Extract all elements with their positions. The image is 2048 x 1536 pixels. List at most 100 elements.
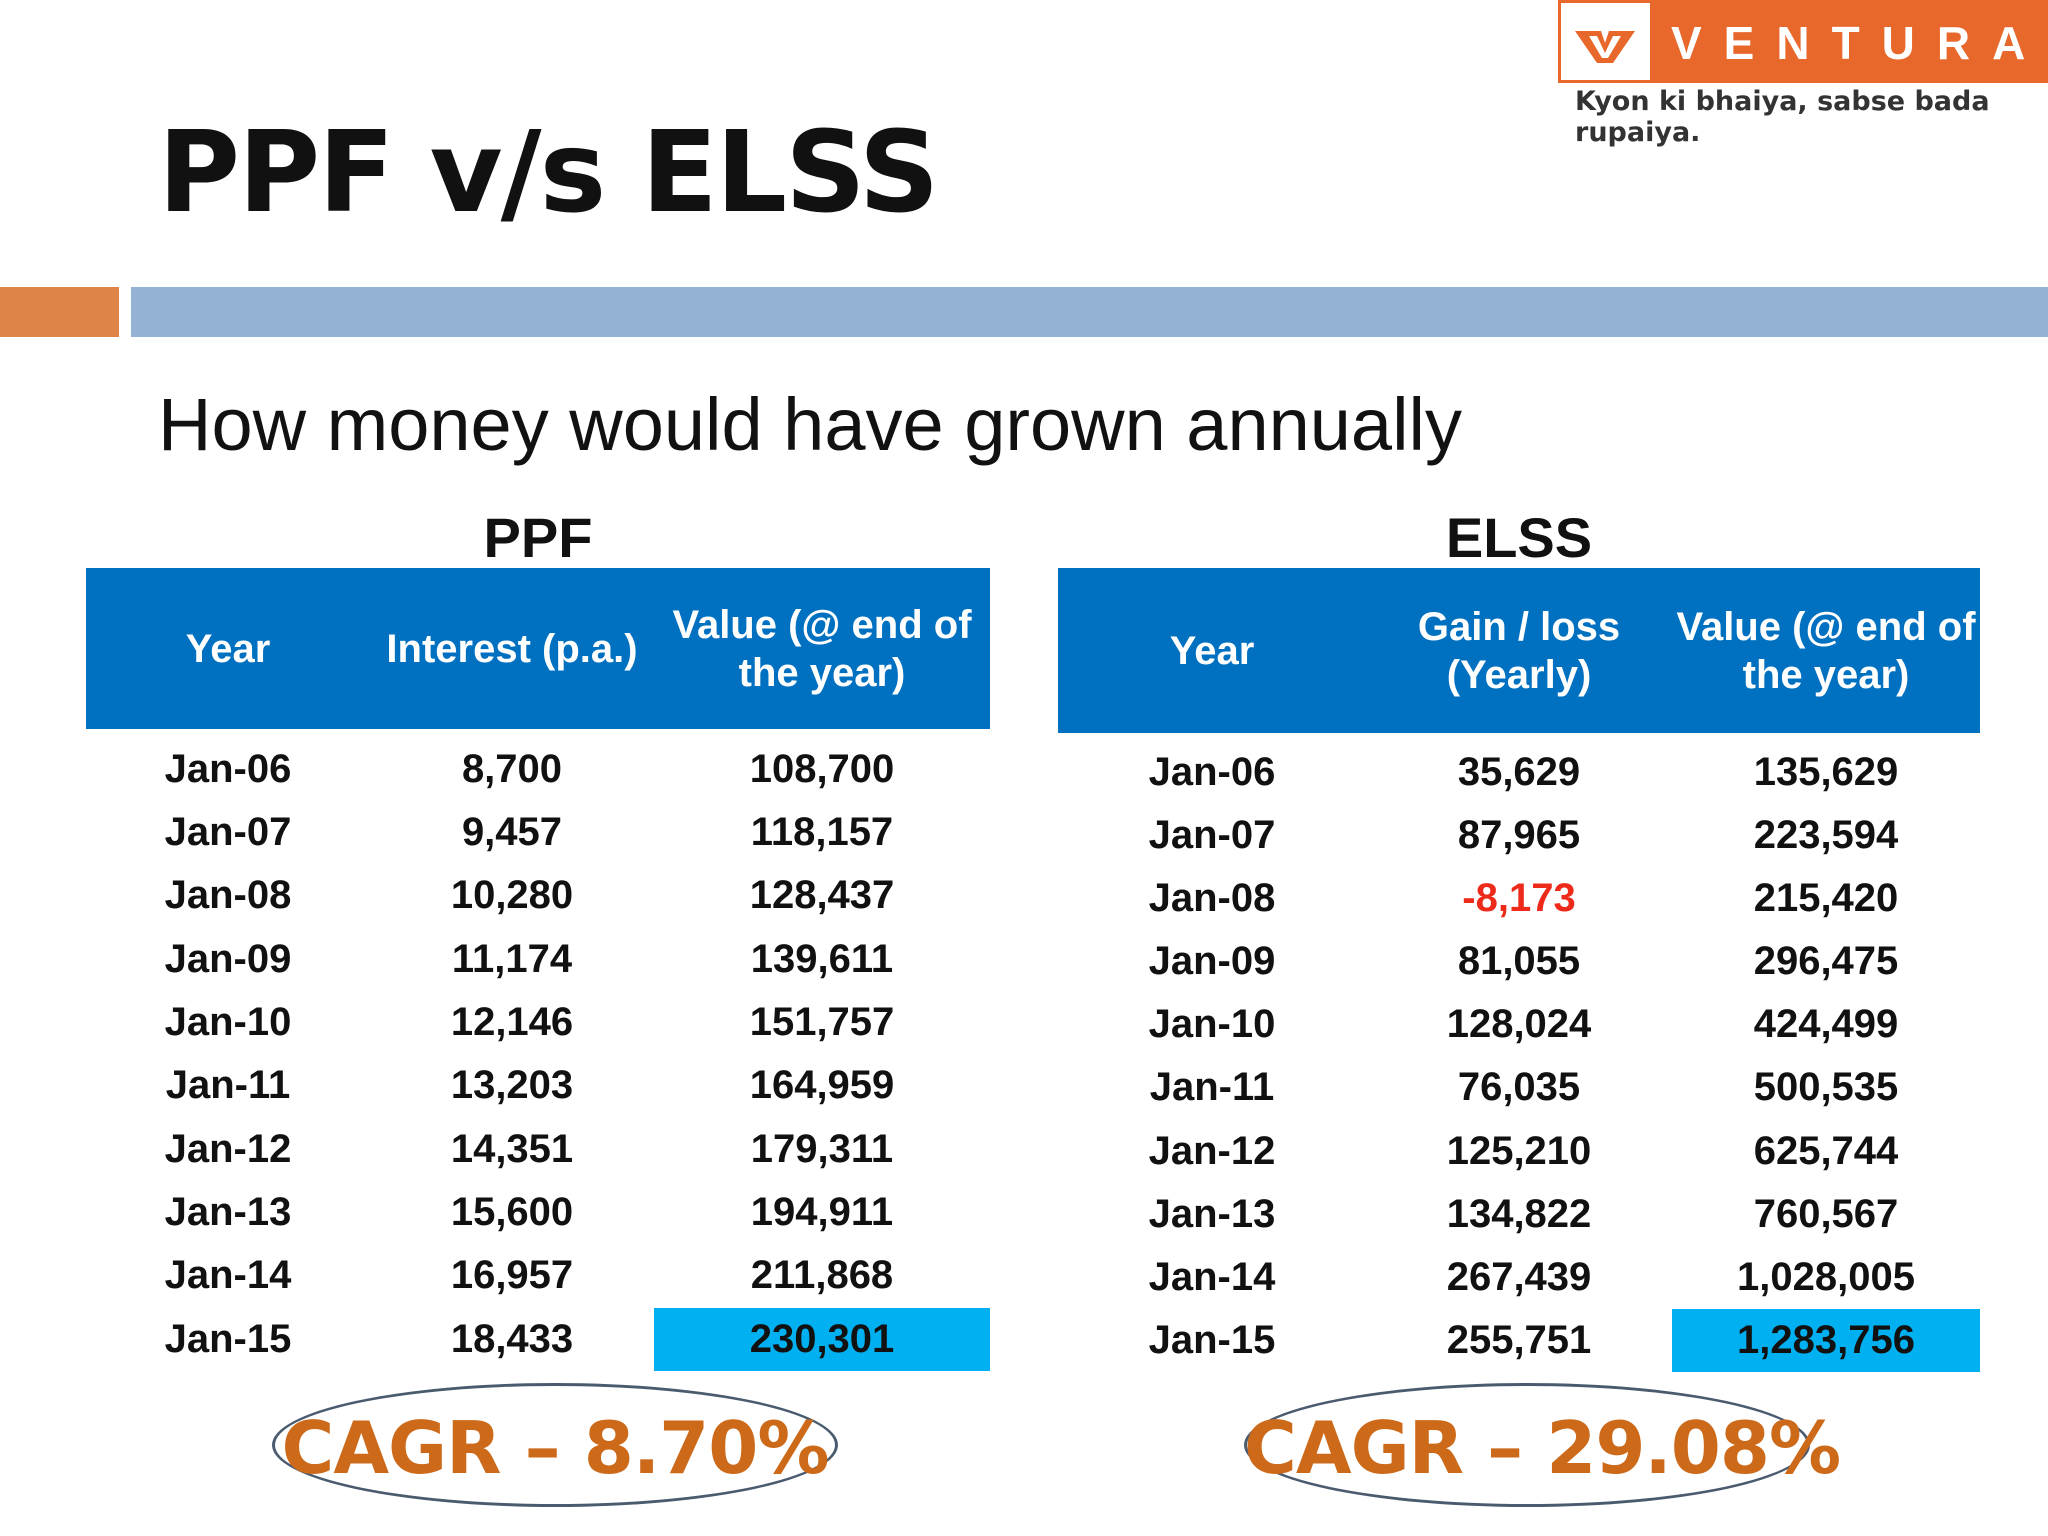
table-row: Jan-09 81,055 296,475 (1058, 930, 1980, 993)
interest-cell: 13,203 (450, 1063, 574, 1108)
year-cell: Jan-11 (1149, 1065, 1275, 1110)
value-cell: 1,028,005 (1737, 1254, 1915, 1299)
slide-subtitle: How money would have grown annually (158, 383, 1462, 466)
year-cell: Jan-13 (1148, 1191, 1276, 1236)
table-row: Jan-10 128,024 424,499 (1058, 993, 1980, 1056)
value-cell: 164,959 (749, 1063, 895, 1108)
elss-cagr-label: CAGR – 29.08% (1244, 1406, 1841, 1490)
year-cell: Jan-13 (164, 1189, 292, 1234)
interest-cell: 18,433 (450, 1316, 574, 1361)
table-row: Jan-12 14,351 179,311 (86, 1118, 990, 1181)
ppf-header-value: Value (@ end of the year) (672, 602, 972, 695)
gain-loss-cell: 35,629 (1457, 749, 1581, 794)
interest-cell: 16,957 (450, 1253, 574, 1298)
value-cell: 500,535 (1753, 1065, 1899, 1110)
interest-cell: 11,174 (451, 936, 573, 981)
table-row: Jan-08 10,280 128,437 (86, 865, 990, 928)
year-cell: Jan-08 (1148, 876, 1276, 921)
interest-cell: 12,146 (450, 1000, 574, 1045)
ppf-header-interest: Interest (p.a.) (386, 626, 638, 671)
year-cell: Jan-09 (1148, 939, 1276, 984)
gain-loss-cell: 128,024 (1446, 1002, 1592, 1047)
year-cell: Jan-06 (164, 746, 292, 791)
value-cell: 151,757 (749, 1000, 895, 1045)
elss-cagr-ellipse (1244, 1383, 1810, 1507)
value-cell: 1,283,756 (1672, 1308, 1980, 1372)
table-row: Jan-11 13,203 164,959 (86, 1055, 990, 1118)
year-cell: Jan-10 (1148, 1002, 1276, 1047)
interest-cell: 8,700 (461, 746, 563, 791)
table-row: Jan-10 12,146 151,757 (86, 991, 990, 1054)
table-row: Jan-06 35,629 135,629 (1058, 741, 1980, 804)
year-cell: Jan-06 (1148, 749, 1276, 794)
table-row: Jan-14 16,957 211,868 (86, 1244, 990, 1307)
year-cell: Jan-07 (164, 810, 292, 855)
divider-accent-blue (131, 287, 2048, 337)
value-cell: 118,157 (750, 810, 894, 855)
value-cell: 625,744 (1753, 1128, 1899, 1173)
elss-table-header: Year Gain / loss (Yearly) Value (@ end o… (1058, 568, 1980, 733)
logo-tagline: Kyon ki bhaiya, sabse bada rupaiya. (1575, 86, 1990, 148)
table-row: Jan-13 134,822 760,567 (1058, 1183, 1980, 1246)
gain-loss-cell: 134,822 (1446, 1191, 1592, 1236)
interest-cell: 15,600 (450, 1189, 574, 1234)
table-row: Jan-15 18,433 230,301 (86, 1307, 990, 1371)
year-cell: Jan-15 (164, 1316, 292, 1361)
elss-table-title: ELSS (1445, 506, 1593, 569)
year-cell: Jan-11 (165, 1063, 291, 1108)
value-cell: 223,594 (1753, 813, 1899, 858)
ppf-table-header: Year Interest (p.a.) Value (@ end of the… (86, 568, 990, 729)
logo-wordmark: VENTURA (1671, 17, 2048, 69)
value-cell: 194,911 (750, 1189, 894, 1234)
table-row: Jan-15 255,751 1,283,756 (1058, 1308, 1980, 1372)
table-row: Jan-07 87,965 223,594 (1058, 804, 1980, 867)
gain-loss-cell: 255,751 (1446, 1317, 1592, 1362)
value-cell: 179,311 (750, 1126, 894, 1171)
table-row: Jan-14 267,439 1,028,005 (1058, 1246, 1980, 1309)
year-cell: Jan-12 (164, 1126, 292, 1171)
divider-accent-orange (0, 287, 119, 337)
gain-loss-cell: -8,173 (1462, 876, 1576, 921)
elss-header-gain-loss: Gain / loss (Yearly) (1417, 604, 1621, 697)
ppf-header-year: Year (185, 626, 271, 671)
table-row: Jan-12 125,210 625,744 (1058, 1120, 1980, 1183)
value-cell: 128,437 (749, 873, 895, 918)
value-cell: 215,420 (1753, 876, 1899, 921)
ppf-cagr-label: CAGR – 8.70% (281, 1406, 829, 1490)
table-row: Jan-08 -8,173 215,420 (1058, 867, 1980, 930)
year-cell: Jan-10 (164, 1000, 292, 1045)
year-cell: Jan-12 (1148, 1128, 1276, 1173)
value-cell: 211,868 (750, 1253, 894, 1298)
ventura-logo: VENTURA (1558, 0, 2048, 83)
year-cell: Jan-09 (164, 936, 292, 981)
gain-loss-cell: 267,439 (1446, 1254, 1592, 1299)
slide-title: PPF v/s ELSS (158, 108, 939, 238)
table-row: Jan-09 11,174 139,611 (86, 928, 990, 991)
year-cell: Jan-14 (164, 1253, 292, 1298)
elss-header-value: Value (@ end of the year) (1676, 604, 1976, 697)
ventura-v-mark-icon (1561, 3, 1650, 80)
ppf-table-title: PPF (483, 506, 593, 569)
elss-header-year: Year (1169, 628, 1255, 673)
value-cell: 135,629 (1753, 749, 1899, 794)
year-cell: Jan-14 (1148, 1254, 1276, 1299)
value-cell: 230,301 (654, 1307, 990, 1371)
table-row: Jan-07 9,457 118,157 (86, 801, 990, 864)
interest-cell: 9,457 (461, 810, 563, 855)
value-cell: 424,499 (1753, 1002, 1899, 1047)
table-row: Jan-11 76,035 500,535 (1058, 1057, 1980, 1120)
value-cell: 108,700 (749, 746, 895, 791)
table-row: Jan-06 8,700 108,700 (86, 738, 990, 801)
ppf-cagr-ellipse (272, 1383, 838, 1507)
value-cell: 139,611 (750, 936, 894, 981)
gain-loss-cell: 125,210 (1446, 1128, 1592, 1173)
value-cell: 296,475 (1753, 939, 1899, 984)
gain-loss-cell: 87,965 (1457, 813, 1581, 858)
year-cell: Jan-07 (1148, 813, 1276, 858)
value-cell: 760,567 (1753, 1191, 1899, 1236)
year-cell: Jan-15 (1148, 1317, 1276, 1362)
interest-cell: 14,351 (450, 1126, 574, 1171)
year-cell: Jan-08 (164, 873, 292, 918)
interest-cell: 10,280 (450, 873, 574, 918)
gain-loss-cell: 76,035 (1457, 1065, 1581, 1110)
